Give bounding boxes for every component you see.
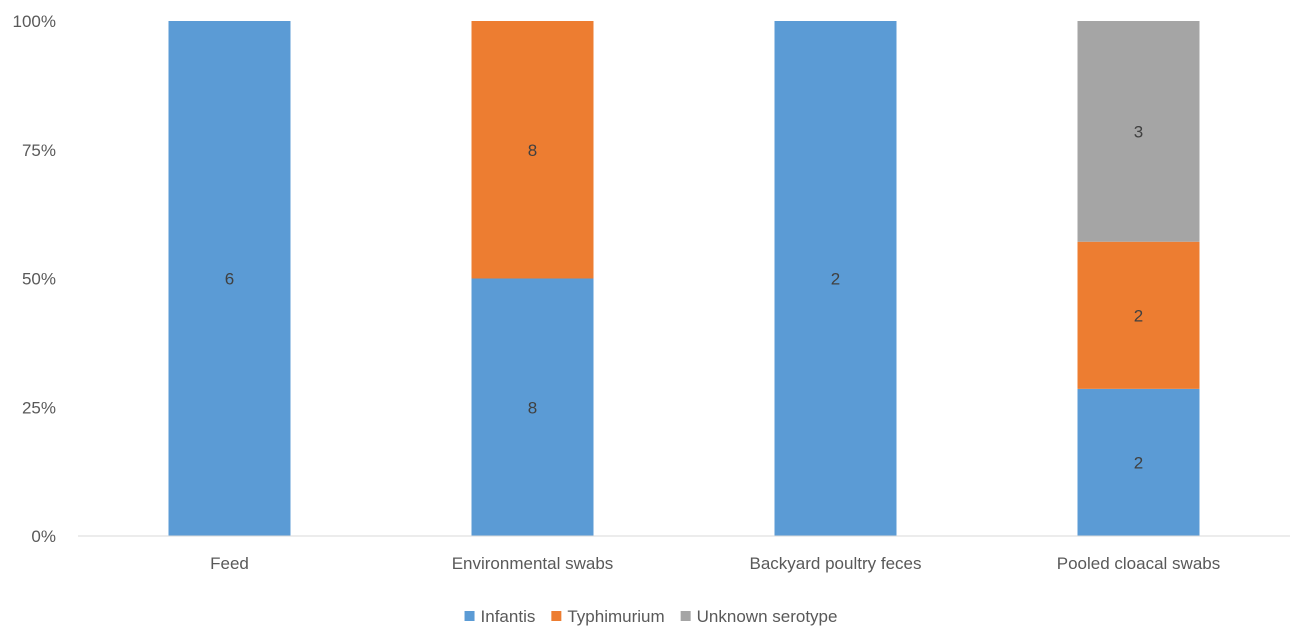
data-label: 2 [1134,453,1143,472]
bar-segment [168,21,291,536]
x-category-label: Pooled cloacal swabs [1057,554,1220,573]
legend-label: Unknown serotype [697,607,838,626]
legend-label: Typhimurium [567,607,664,626]
y-tick-label: 100% [13,12,56,31]
x-category-label: Environmental swabs [452,554,614,573]
x-axis: Feed Environmental swabs Backyard poultry … [210,554,1220,573]
legend-swatch [680,611,691,621]
y-tick-label: 75% [22,141,56,160]
x-category-label: Feed [210,554,249,573]
y-tick-label: 50% [22,270,56,289]
bars: 6 8 8 2 2 2 3 [168,21,1200,536]
data-label: 8 [528,398,537,417]
y-axis: 0% 25% 50% 75% 100% [13,12,56,546]
data-label: 2 [1134,306,1143,325]
y-tick-label: 25% [22,398,56,417]
y-tick-label: 0% [31,527,56,546]
legend-swatch [551,611,562,621]
bar-segment [471,278,594,536]
bar-segment [1077,388,1200,536]
bar-segment [774,21,897,536]
x-category-label: Backyard poultry feces [750,554,922,573]
legend: Infantis Typhimurium Unknown serotype [464,607,838,626]
data-label: 3 [1134,122,1143,141]
data-label: 6 [225,270,234,289]
bar-segment [1077,241,1200,389]
bar-segment [471,21,594,279]
bar-segment [1077,21,1200,242]
data-label: 8 [528,141,537,160]
legend-swatch [464,611,475,621]
data-label: 2 [831,270,840,289]
legend-label: Infantis [481,607,536,626]
